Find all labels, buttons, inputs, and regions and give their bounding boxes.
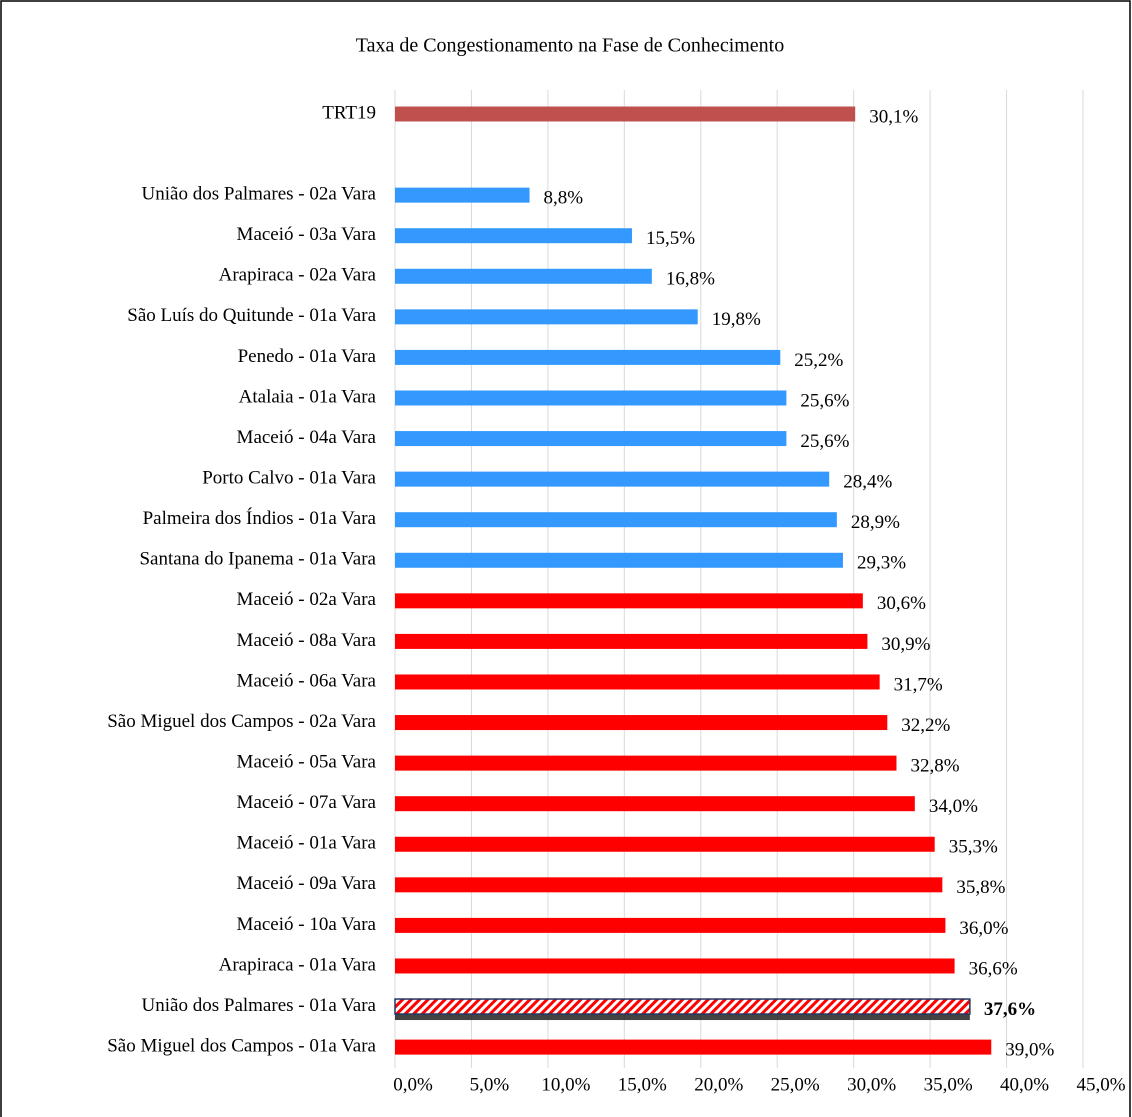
y-tick-label: Maceió - 08a Vara bbox=[237, 630, 377, 651]
y-tick-label: Santana do Ipanema - 01a Vara bbox=[139, 549, 376, 570]
bar bbox=[395, 349, 781, 365]
y-tick-label: Penedo - 01a Vara bbox=[238, 346, 377, 367]
bar bbox=[395, 431, 787, 447]
bar bbox=[395, 471, 830, 487]
bar bbox=[395, 268, 652, 284]
value-label: 30,1% bbox=[869, 106, 918, 127]
bar bbox=[395, 755, 897, 771]
x-tick-label: 30,0% bbox=[847, 1074, 896, 1095]
bar bbox=[395, 552, 843, 568]
value-label: 25,6% bbox=[800, 390, 849, 411]
y-tick-label: São Luís do Quitunde - 01a Vara bbox=[127, 305, 376, 326]
y-tick-label: Porto Calvo - 01a Vara bbox=[202, 467, 376, 488]
value-label: 15,5% bbox=[646, 228, 695, 249]
bar bbox=[395, 715, 888, 731]
bar bbox=[395, 958, 955, 974]
bar bbox=[395, 917, 946, 933]
y-tick-label: Maceió - 10a Vara bbox=[237, 914, 377, 935]
value-label: 16,8% bbox=[666, 269, 715, 290]
value-label: 19,8% bbox=[712, 309, 761, 330]
x-tick-label: 5,0% bbox=[470, 1074, 510, 1095]
bar bbox=[395, 633, 868, 649]
x-tick-label: 10,0% bbox=[541, 1074, 590, 1095]
y-tick-label: Maceió - 07a Vara bbox=[237, 792, 377, 813]
value-label: 37,6% bbox=[984, 999, 1036, 1020]
y-tick-label: São Miguel dos Campos - 02a Vara bbox=[107, 711, 376, 732]
value-label: 28,4% bbox=[843, 471, 892, 492]
value-label: 32,2% bbox=[901, 715, 950, 736]
value-label: 35,8% bbox=[956, 877, 1005, 898]
y-tick-label: Arapiraca - 01a Vara bbox=[219, 954, 377, 975]
bar bbox=[395, 187, 530, 203]
x-tick-label: 35,0% bbox=[924, 1074, 973, 1095]
y-tick-label: União dos Palmares - 02a Vara bbox=[142, 183, 377, 204]
value-label: 29,3% bbox=[857, 553, 906, 574]
x-tick-label: 20,0% bbox=[694, 1074, 743, 1095]
y-tick-label: São Miguel dos Campos - 01a Vara bbox=[107, 1035, 376, 1056]
y-tick-label: Maceió - 06a Vara bbox=[237, 670, 377, 691]
value-label: 28,9% bbox=[851, 512, 900, 533]
bar bbox=[395, 106, 856, 122]
y-tick-label: Atalaia - 01a Vara bbox=[239, 386, 377, 407]
value-label: 32,8% bbox=[910, 755, 959, 776]
bar bbox=[395, 674, 880, 690]
bar bbox=[395, 390, 787, 406]
y-tick-label: Maceió - 03a Vara bbox=[237, 224, 377, 245]
bar bbox=[395, 877, 943, 893]
y-tick-label: Maceió - 09a Vara bbox=[237, 873, 377, 894]
bar bbox=[394, 998, 971, 1015]
chart-title: Taxa de Congestionamento na Fase de Conh… bbox=[356, 35, 785, 57]
bar bbox=[395, 512, 837, 528]
y-tick-label: Maceió - 04a Vara bbox=[237, 427, 377, 448]
bar bbox=[395, 1039, 992, 1055]
bar bbox=[395, 228, 632, 244]
value-label: 35,3% bbox=[949, 837, 998, 858]
x-tick-label: 0,0% bbox=[393, 1074, 433, 1095]
x-tick-label: 25,0% bbox=[771, 1074, 820, 1095]
y-tick-label: Maceió - 02a Vara bbox=[237, 589, 377, 610]
y-tick-label: Palmeira dos Índios - 01a Vara bbox=[143, 507, 377, 529]
y-tick-label: TRT19 bbox=[322, 102, 376, 123]
y-tick-label: Arapiraca - 02a Vara bbox=[219, 265, 377, 286]
value-label: 39,0% bbox=[1005, 1039, 1054, 1060]
value-label: 25,6% bbox=[800, 431, 849, 452]
value-label: 36,6% bbox=[969, 958, 1018, 979]
bar bbox=[395, 593, 863, 609]
x-tick-label: 45,0% bbox=[1076, 1074, 1125, 1095]
bar bbox=[395, 836, 935, 852]
value-label: 34,0% bbox=[929, 796, 978, 817]
value-label: 30,9% bbox=[881, 634, 930, 655]
bar bbox=[395, 796, 915, 812]
value-label: 8,8% bbox=[544, 187, 584, 208]
x-tick-label: 15,0% bbox=[618, 1074, 667, 1095]
y-tick-label: Maceió - 05a Vara bbox=[237, 751, 377, 772]
value-label: 31,7% bbox=[894, 674, 943, 695]
value-label: 25,2% bbox=[794, 350, 843, 371]
value-label: 30,6% bbox=[877, 593, 926, 614]
y-tick-label: Maceió - 01a Vara bbox=[237, 833, 377, 854]
x-tick-label: 40,0% bbox=[1000, 1074, 1049, 1095]
value-label: 36,0% bbox=[959, 918, 1008, 939]
y-tick-label: União dos Palmares - 01a Vara bbox=[142, 995, 377, 1016]
bar bbox=[395, 309, 698, 325]
